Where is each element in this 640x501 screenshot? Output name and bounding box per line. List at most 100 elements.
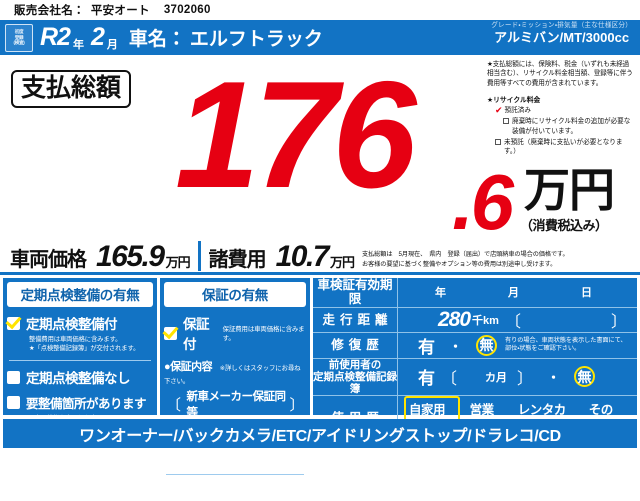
paren-close-icon: 〕 xyxy=(517,370,534,388)
recycle-fee-heading: ★リサイクル料金 xyxy=(487,97,541,105)
warranty-period-or: 又は xyxy=(229,452,242,460)
dealer-row: 販売会社名： 平安オート 3702060 xyxy=(0,0,640,20)
repair-history-label: 修復歴 xyxy=(313,332,398,358)
table-row: 車検証有効期限 年 月 日 xyxy=(313,278,637,308)
dealer-label: 販売会社名： xyxy=(14,5,85,17)
recycle-deposited-row[interactable]: ✔ 預託済み xyxy=(495,106,635,115)
mileage-unit: 千km xyxy=(472,314,499,327)
shaken-month-unit: 月 xyxy=(508,287,519,300)
repair-history-value-cell[interactable]: 有 ・ 無 有りの場合、車両状態を表示した書面にて、 部位・状態をご確認下さい。 xyxy=(398,333,637,358)
checkbox-icon xyxy=(7,370,20,384)
grade-caption: グレード・ミッション・排気量（主な仕様区分） xyxy=(491,22,632,29)
warranty-content-value: 新車メーカー保証同等 xyxy=(186,391,286,419)
checkbox-checked-icon xyxy=(164,326,177,340)
inspection-needs-label: 要整備箇所があります xyxy=(26,397,147,412)
seal-line-1: 初度 xyxy=(14,29,24,35)
checkbox-icon xyxy=(164,484,177,498)
seal-line-2: 登録 xyxy=(14,34,24,40)
paren-open-icon: 〔 xyxy=(504,313,521,331)
checkbox-checked-icon xyxy=(7,316,20,330)
table-row: 前使用者の 定期点検整備記録簿 有 〔 カ月 〕 ・ 無 xyxy=(313,358,637,396)
inspection-separator xyxy=(9,360,151,362)
price-divider xyxy=(197,241,201,271)
warranty-none-row[interactable]: 保証なし xyxy=(164,481,306,501)
price-board: 販売会社名： 平安オート 3702060 初度 登録 (検査) R2 年 2 月… xyxy=(0,0,640,453)
registration-month-unit: 月 xyxy=(106,39,118,51)
vehicle-price-unit: 万円 xyxy=(165,255,191,270)
repair-history-no-selected[interactable]: 無 xyxy=(476,334,498,356)
warranty-separator xyxy=(166,474,304,475)
inspection-with-row[interactable]: 定期点検整備付 xyxy=(7,313,153,333)
mileage-value-cell[interactable]: 280 千km 〔 〕 xyxy=(398,308,637,332)
warranty-title: 保証の有無 xyxy=(164,282,306,307)
warranty-with-label: 保証付 xyxy=(183,317,209,352)
car-name-label: 車名： xyxy=(128,29,186,50)
warranty-content-field[interactable]: 〔 新車メーカー保証同等 〕 xyxy=(164,388,306,420)
inspection-with-label: 定期点検整備付 xyxy=(26,317,118,332)
grade-block: グレード・ミッション・排気量（主な仕様区分） アルミバン/MT/3000cc xyxy=(491,22,632,46)
dealer-code: 3702060 xyxy=(163,4,211,16)
price-footnote-line2: お客様の要望に基づく整備やオプション等の費用は別途申し受けます。 xyxy=(362,260,557,268)
grade-value: アルミバン/MT/3000cc xyxy=(494,29,630,45)
total-price-integer: 176 xyxy=(175,50,417,220)
warranty-period-months-unit: カ月 xyxy=(201,451,220,462)
warranty-panel: 保証の有無 保証付 保証費用は車両価格に含みます。 ●保証内容 ※詳しくはスタッ… xyxy=(160,278,310,500)
registration-year-value: R2 xyxy=(40,23,71,51)
shaken-expiry-value[interactable]: 年 月 日 xyxy=(398,278,637,307)
warranty-content-bullet: ●保証内容 ※詳しくはスタッフにお尋ね下さい。 xyxy=(164,358,306,386)
first-registration-seal-icon: 初度 登録 (検査) xyxy=(5,23,33,52)
previous-owner-record-no-selected[interactable]: 無 xyxy=(574,366,596,388)
shaken-expiry-label: 車検証有効期限 xyxy=(313,278,398,307)
inspection-panel: 定期点検整備の有無 定期点検整備付 整備費用は車両価格に含みます。 ★「点検整備… xyxy=(3,278,157,431)
paren-open-icon: 〔 xyxy=(441,370,458,388)
dealer-name: 平安オート xyxy=(90,5,150,17)
shaken-year-unit: 年 xyxy=(435,287,446,300)
previous-owner-record-yes[interactable]: 有 xyxy=(418,369,435,389)
checkbox-icon xyxy=(495,138,501,145)
repair-history-note-line1: 有りの場合、車両状態を表示した書面にて、 xyxy=(505,336,627,344)
shaken-day-unit: 日 xyxy=(581,287,592,300)
inspection-needs-row[interactable]: 要整備箇所があります xyxy=(7,393,153,412)
warranty-with-note: 保証費用は車両価格に含みます。 xyxy=(222,326,305,342)
inspection-needs-note-line1: ★車両状態を表示した書面にて、 xyxy=(29,415,121,422)
repair-history-note: 有りの場合、車両状態を表示した書面にて、 部位・状態をご確認下さい。 xyxy=(505,336,627,354)
previous-owner-months-unit: カ月 xyxy=(485,371,508,384)
inspection-with-note-line1: 整備費用は車両価格に含みます。 xyxy=(29,336,122,343)
recycle-extra-row[interactable]: 廃棄時にリサイクル料金の追加が必要な装備が付いています。 xyxy=(503,117,635,135)
vehicle-details-table: 車検証有効期限 年 月 日 走行距離 280 千km 〔 xyxy=(313,278,637,440)
title-bar: 初度 登録 (検査) R2 年 2 月 車名： エルフトラック グレード・ミッシ… xyxy=(0,20,640,55)
paren-open-icon: 〔 xyxy=(166,396,181,414)
checkbox-icon xyxy=(503,118,509,125)
recycle-extra-label: 廃棄時にリサイクル料金の追加が必要な装備が付いています。 xyxy=(512,118,631,135)
previous-owner-record-value-cell[interactable]: 有 〔 カ月 〕 ・ 無 xyxy=(398,359,637,395)
repair-history-note-line2: 部位・状態をご確認下さい。 xyxy=(505,345,581,353)
warranty-none-label: 保証なし xyxy=(183,485,236,500)
check-mark-icon: ✔ xyxy=(495,105,503,116)
price-footnote: 支払総額は 5月現在、 県内 登録（届出）で店頭納車の場合の価格です。 お客様の… xyxy=(362,250,636,271)
paren-close-icon: 〕 xyxy=(610,313,627,331)
total-price-decimal: .6 xyxy=(452,158,514,246)
separator-dot: ・ xyxy=(449,338,463,354)
warranty-period-distance-unit: 千km xyxy=(262,451,285,462)
inspection-with-note: 整備費用は車両価格に含みます。 ★「点検整備記録簿」が交付されます。 xyxy=(29,336,153,353)
registration-year-unit: 年 xyxy=(72,39,84,51)
inspection-none-row[interactable]: 定期点検整備なし xyxy=(7,367,153,387)
total-price-unit: 万円 xyxy=(524,164,615,216)
legal-notes: ★支払総額には、保険料、税金（いずれも未経過相当含む）、リサイクル料金相当額、登… xyxy=(487,60,635,156)
recycle-deposited-label: 預託済み xyxy=(504,107,531,115)
inspection-title: 定期点検整備の有無 xyxy=(7,282,153,307)
warranty-content-note: ※詳しくはスタッフにお尋ね下さい。 xyxy=(164,365,301,385)
recycle-unpaid-row[interactable]: 未預託（廃棄時に支払いが必要となります。） xyxy=(495,138,635,156)
repair-history-yes[interactable]: 有 xyxy=(418,337,435,357)
warranty-with-row[interactable]: 保証付 保証費用は車両価格に含みます。 xyxy=(164,313,306,353)
table-row: 修復歴 有 ・ 無 有りの場合、車両状態を表示した書面にて、 部位・状態をご確認… xyxy=(313,332,637,359)
car-name-value: エルフトラック xyxy=(189,29,323,50)
price-footnote-line1: 支払総額は 5月現在、 県内 登録（届出）で店頭納車の場合の価格です。 xyxy=(362,251,569,258)
total-payment-label: 支払総額 xyxy=(11,70,132,108)
price-summary-row: 車両価格 165.9 万円 諸費用 10.7 万円 支払総額は 5月現在、 県内… xyxy=(0,239,640,275)
recycle-unpaid-label: 未預託（廃棄時に支払いが必要となります。） xyxy=(504,138,623,156)
seal-line-3: (検査) xyxy=(13,40,25,46)
warranty-content-label: ●保証内容 xyxy=(164,361,213,373)
mileage-label: 走行距離 xyxy=(313,307,398,332)
previous-owner-record-label-line1: 前使用者の xyxy=(328,358,382,371)
